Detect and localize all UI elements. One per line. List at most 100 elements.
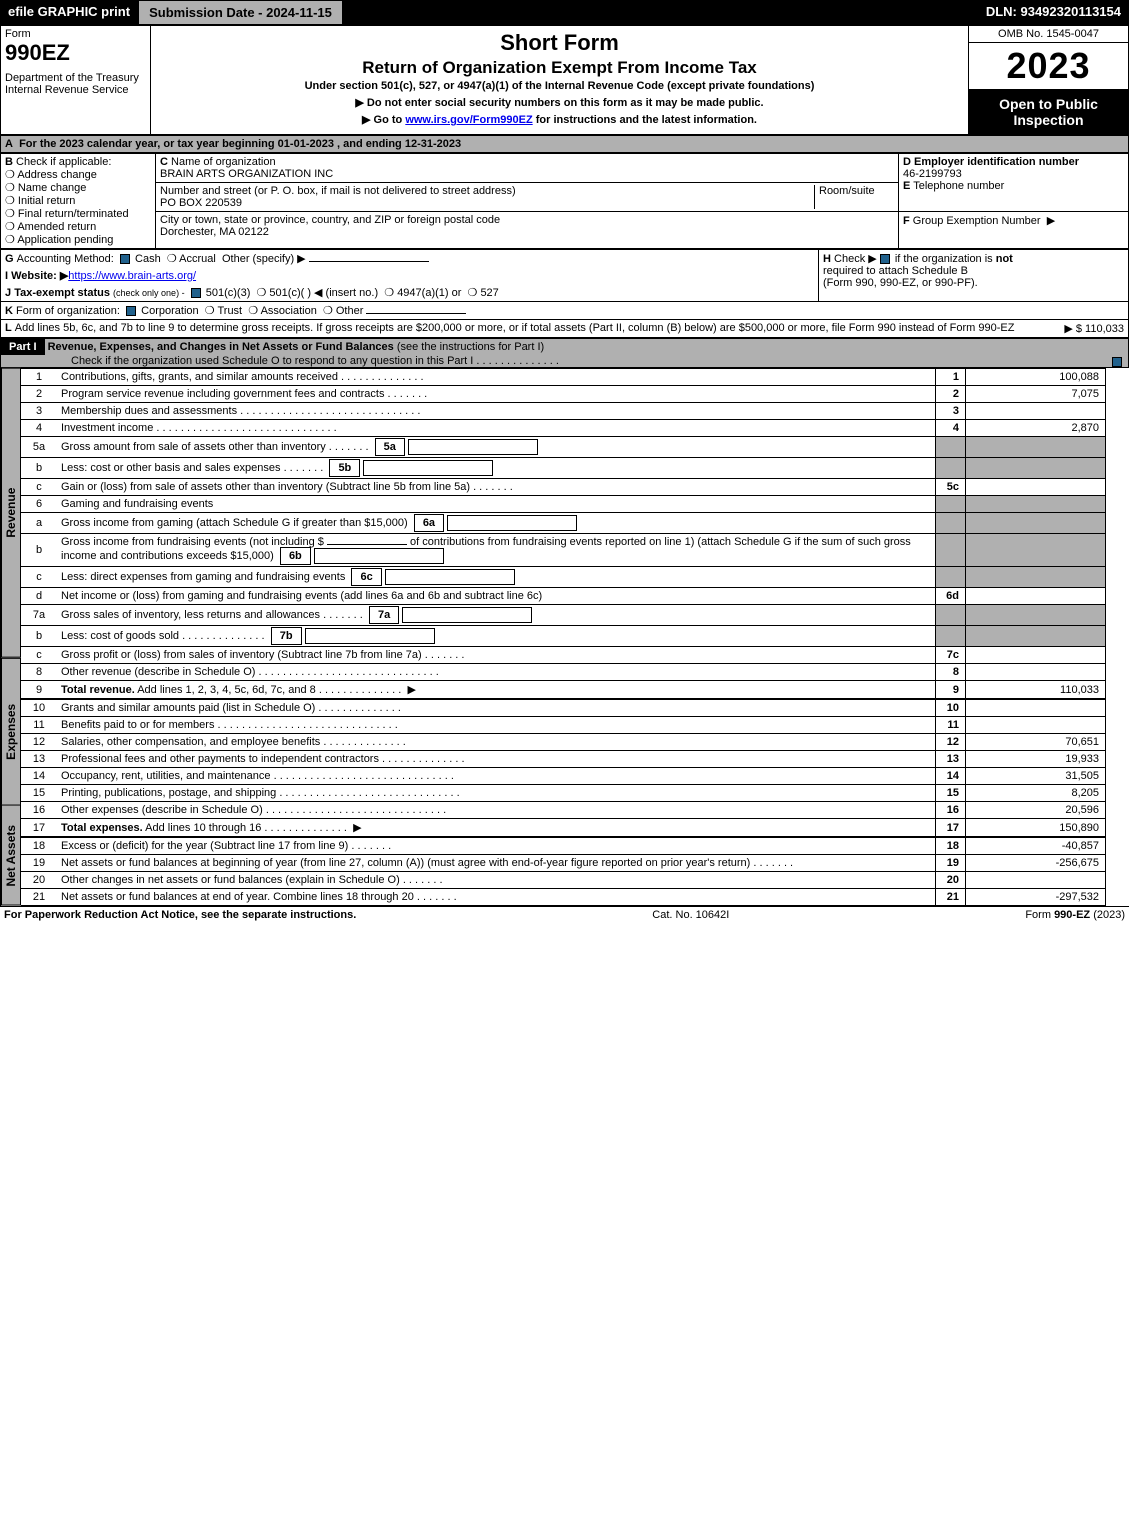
line-6a-text: Gross income from gaming (attach Schedul… <box>61 517 408 529</box>
top-bar: efile GRAPHIC print Submission Date - 20… <box>0 0 1129 25</box>
line-1-value: 100,088 <box>966 369 1106 386</box>
line-11-text: Benefits paid to or for members <box>61 719 214 731</box>
chk-final-return[interactable]: ❍ Final return/terminated <box>5 208 129 220</box>
line-5b-input[interactable] <box>363 460 493 476</box>
line-10-value <box>966 699 1106 717</box>
tax-exempt-label: Tax-exempt status <box>14 287 110 299</box>
line-12-value: 70,651 <box>966 734 1106 751</box>
short-form-heading: Short Form <box>157 30 962 56</box>
chk-amended-return[interactable]: ❍ Amended return <box>5 221 96 233</box>
part-i-label: Part I <box>1 339 45 355</box>
line-19-text: Net assets or fund balances at beginning… <box>61 857 750 869</box>
line-4-text: Investment income <box>61 422 153 434</box>
line-6b-input[interactable] <box>314 548 444 564</box>
line-7b-text: Less: cost of goods sold <box>61 630 179 642</box>
city-value: Dorchester, MA 02122 <box>160 226 269 238</box>
chk-schedule-b[interactable] <box>880 254 890 264</box>
return-heading: Return of Organization Exempt From Incom… <box>157 58 962 78</box>
website-label: Website: ▶ <box>11 270 68 282</box>
omb-number: OMB No. 1545-0047 <box>969 26 1128 43</box>
line-21-text: Net assets or fund balances at end of ye… <box>61 891 414 903</box>
line-9-value: 110,033 <box>966 681 1106 700</box>
other-specify: Other (specify) ▶ <box>222 253 306 265</box>
telephone-label: Telephone number <box>913 180 1004 192</box>
chk-4947[interactable]: ❍ 4947(a)(1) or <box>384 287 461 299</box>
line-3-value <box>966 403 1106 420</box>
line-18-text: Excess or (deficit) for the year (Subtra… <box>61 840 348 852</box>
efile-label[interactable]: efile GRAPHIC print <box>0 0 138 25</box>
netassets-section-label: Net Assets <box>1 805 21 906</box>
line-4-value: 2,870 <box>966 420 1106 437</box>
name-of-org-label: Name of organization <box>171 156 276 168</box>
line-7c-text: Gross profit or (loss) from sales of inv… <box>61 649 422 661</box>
chk-accrual[interactable]: ❍ Accrual <box>167 253 216 265</box>
line-11-value <box>966 717 1106 734</box>
line-5c-value <box>966 479 1106 496</box>
line-7b-input[interactable] <box>305 628 435 644</box>
line-13-value: 19,933 <box>966 751 1106 768</box>
line-k: K Form of organization: Corporation ❍ Tr… <box>0 302 1129 320</box>
line-6c-input[interactable] <box>385 569 515 585</box>
line-l: L Add lines 5b, 6c, and 7b to line 9 to … <box>0 320 1129 338</box>
line-6d-value <box>966 588 1106 605</box>
chk-501c3[interactable] <box>191 288 201 298</box>
chk-other-org[interactable]: ❍ Other <box>323 305 363 317</box>
line-15-value: 8,205 <box>966 785 1106 802</box>
form-ref: Form 990-EZ (2023) <box>1025 909 1125 921</box>
chk-corporation[interactable] <box>126 306 136 316</box>
chk-initial-return[interactable]: ❍ Initial return <box>5 195 75 207</box>
b-label: B <box>5 156 13 168</box>
form-number: 990EZ <box>5 40 146 66</box>
irs-link[interactable]: www.irs.gov/Form990EZ <box>405 114 532 126</box>
line-6a-input[interactable] <box>447 515 577 531</box>
line-2-value: 7,075 <box>966 386 1106 403</box>
chk-association[interactable]: ❍ Association <box>248 305 317 317</box>
org-name: BRAIN ARTS ORGANIZATION INC <box>160 168 333 180</box>
line-15-text: Printing, publications, postage, and shi… <box>61 787 276 799</box>
line-5a-input[interactable] <box>408 439 538 455</box>
chk-trust[interactable]: ❍ Trust <box>205 305 242 317</box>
public-inspection-box: Open to Public Inspection <box>969 90 1128 134</box>
line-13-text: Professional fees and other payments to … <box>61 753 379 765</box>
dln-label: DLN: 93492320113154 <box>978 0 1129 25</box>
chk-cash[interactable] <box>120 254 130 264</box>
accounting-method-label: Accounting Method: <box>17 253 114 265</box>
chk-527[interactable]: ❍ 527 <box>468 287 499 299</box>
addr-value: PO BOX 220539 <box>160 197 242 209</box>
city-label: City or town, state or province, country… <box>160 214 500 226</box>
tax-year: 2023 <box>969 43 1128 89</box>
b-title: Check if applicable: <box>16 156 111 168</box>
line-16-value: 20,596 <box>966 802 1106 819</box>
room-suite: Room/suite <box>814 185 894 209</box>
chk-name-change[interactable]: ❍ Name change <box>5 182 86 194</box>
chk-501c[interactable]: ❍ 501(c)( ) ◀ (insert no.) <box>257 287 379 299</box>
line-18-value: -40,857 <box>966 837 1106 855</box>
line-9-text: Add lines 1, 2, 3, 4, 5c, 6d, 7c, and 8 <box>137 684 316 696</box>
line-7c-value <box>966 647 1106 664</box>
line-10-text: Grants and similar amounts paid (list in… <box>61 702 315 714</box>
chk-address-change[interactable]: ❍ Address change <box>5 169 97 181</box>
part-i-title: Revenue, Expenses, and Changes in Net As… <box>48 341 394 353</box>
dept-label: Department of the Treasury <box>5 72 146 84</box>
irs-label: Internal Revenue Service <box>5 84 146 96</box>
section-g-h: G Accounting Method: Cash ❍ Accrual Othe… <box>0 249 1129 302</box>
goto-line: ▶ Go to www.irs.gov/Form990EZ for instru… <box>155 113 964 126</box>
website-link[interactable]: https://www.brain-arts.org/ <box>68 270 196 282</box>
line-5b-text: Less: cost or other basis and sales expe… <box>61 462 281 474</box>
line-17-value: 150,890 <box>966 819 1106 838</box>
group-exemption-label: Group Exemption Number <box>913 215 1041 227</box>
paperwork-notice: For Paperwork Reduction Act Notice, see … <box>4 909 356 921</box>
chk-app-pending[interactable]: ❍ Application pending <box>5 234 113 246</box>
chk-schedule-o[interactable] <box>1112 357 1122 367</box>
footer: For Paperwork Reduction Act Notice, see … <box>0 906 1129 923</box>
ein-label: Employer identification number <box>914 156 1079 168</box>
line-17-text: Add lines 10 through 16 <box>145 822 261 834</box>
form-word: Form <box>5 28 146 40</box>
part-i-header: Part I Revenue, Expenses, and Changes in… <box>0 338 1129 368</box>
line-8-text: Other revenue (describe in Schedule O) <box>61 666 255 678</box>
line-19-value: -256,675 <box>966 855 1106 872</box>
cat-no: Cat. No. 10642I <box>652 909 729 921</box>
submission-date: Submission Date - 2024-11-15 <box>138 0 343 25</box>
line-7a-input[interactable] <box>402 607 532 623</box>
section-b-to-f: B Check if applicable: ❍ Address change … <box>0 153 1129 249</box>
